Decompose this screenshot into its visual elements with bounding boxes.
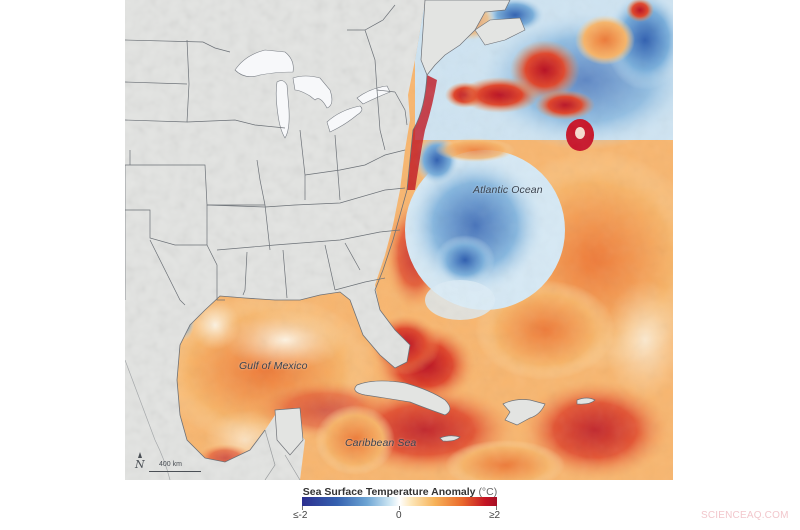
map-graphic xyxy=(125,0,673,480)
legend-mid-label: 0 xyxy=(396,510,402,521)
legend-min-label: ≤-2 xyxy=(293,510,308,521)
legend-tick-mid xyxy=(399,506,400,510)
legend-gradient-bar xyxy=(302,497,497,506)
state-borders xyxy=(125,4,408,480)
scale-bar: N 400 km xyxy=(135,452,225,478)
legend-tick-max xyxy=(496,506,497,510)
coastline xyxy=(176,74,428,463)
gulf-of-mexico-label: Gulf of Mexico xyxy=(239,360,308,372)
scale-line xyxy=(149,471,201,472)
watermark: SCIENCEAQ.COM xyxy=(701,510,789,521)
north-symbol: N xyxy=(135,458,145,471)
color-legend: Sea Surface Temperature Anomaly (°C) ≤-2… xyxy=(290,482,510,530)
atlantic-ocean-label: Atlantic Ocean xyxy=(473,184,543,196)
legend-title-text: Sea Surface Temperature Anomaly xyxy=(302,486,476,498)
legend-title: Sea Surface Temperature Anomaly (°C) xyxy=(290,486,510,498)
sst-anomaly-map: Atlantic Ocean Gulf of Mexico Caribbean … xyxy=(125,0,673,480)
caribbean-islands xyxy=(274,380,596,456)
scale-distance: 400 km xyxy=(159,461,182,468)
legend-max-label: ≥2 xyxy=(489,510,501,521)
north-arrow-icon xyxy=(138,452,142,458)
legend-tick-min xyxy=(302,506,303,510)
legend-unit: (°C) xyxy=(478,486,498,498)
caribbean-sea-label: Caribbean Sea xyxy=(345,437,417,449)
